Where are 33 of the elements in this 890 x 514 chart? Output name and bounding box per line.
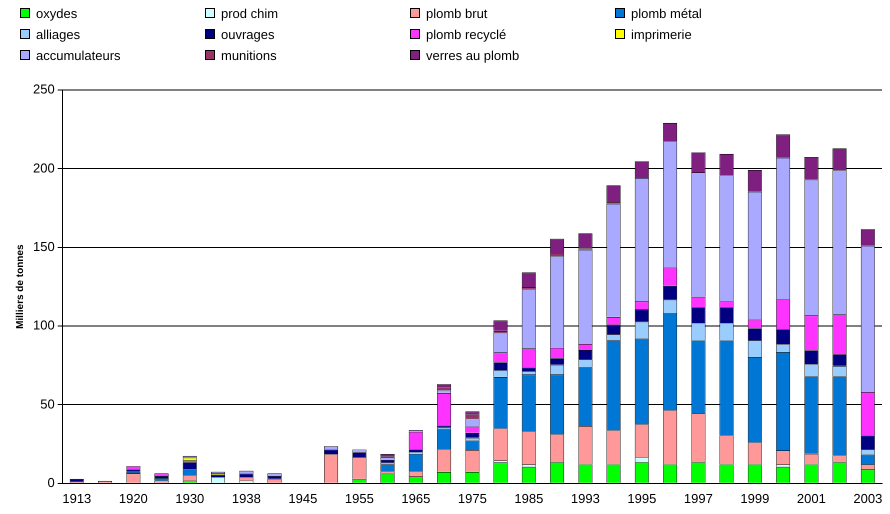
x-tick-label: 1995: [627, 490, 656, 506]
x-tick-label: 1930: [175, 490, 204, 506]
x-tick-label: 2001: [796, 490, 826, 506]
legend-label: plomb recyclé: [426, 26, 506, 42]
legend-label: accumulateurs: [36, 48, 121, 62]
legend-label: munitions: [221, 48, 277, 62]
x-tick-label: 2003: [853, 490, 882, 506]
y-tick-label: 200: [32, 160, 55, 176]
y-tick-label: 150: [32, 238, 55, 254]
y-axis-title: Milliers de tonnes: [14, 244, 26, 329]
y-tick-label: 250: [32, 82, 55, 97]
x-tick-label: 1999: [740, 490, 770, 506]
legend-label: verres au plomb: [426, 48, 520, 62]
legend-label: imprimerie: [631, 26, 692, 42]
x-tick-label: 1993: [570, 490, 600, 506]
legend-label: oxydes: [36, 6, 78, 20]
x-tick-label: 1955: [344, 490, 374, 506]
x-tick-label: 1975: [458, 490, 487, 506]
x-tick-label: 1920: [118, 490, 148, 506]
y-tick-label: 0: [47, 474, 55, 490]
legend-label: ouvrages: [221, 26, 274, 42]
y-tick-label: 50: [40, 396, 55, 412]
legend-label: alliages: [36, 26, 80, 42]
x-tick-label: 1938: [232, 490, 261, 506]
legend-label: plomb brut: [426, 6, 488, 20]
x-tick-label: 1997: [684, 490, 713, 506]
legend-label: plomb métal: [631, 6, 702, 20]
x-tick-label: 1965: [401, 490, 430, 506]
x-tick-label: 1945: [288, 490, 318, 506]
y-tick-label: 100: [32, 318, 55, 333]
x-tick-label: 1985: [514, 490, 544, 506]
x-tick-label: 1913: [62, 490, 92, 506]
legend-label: prod chim: [221, 6, 278, 20]
